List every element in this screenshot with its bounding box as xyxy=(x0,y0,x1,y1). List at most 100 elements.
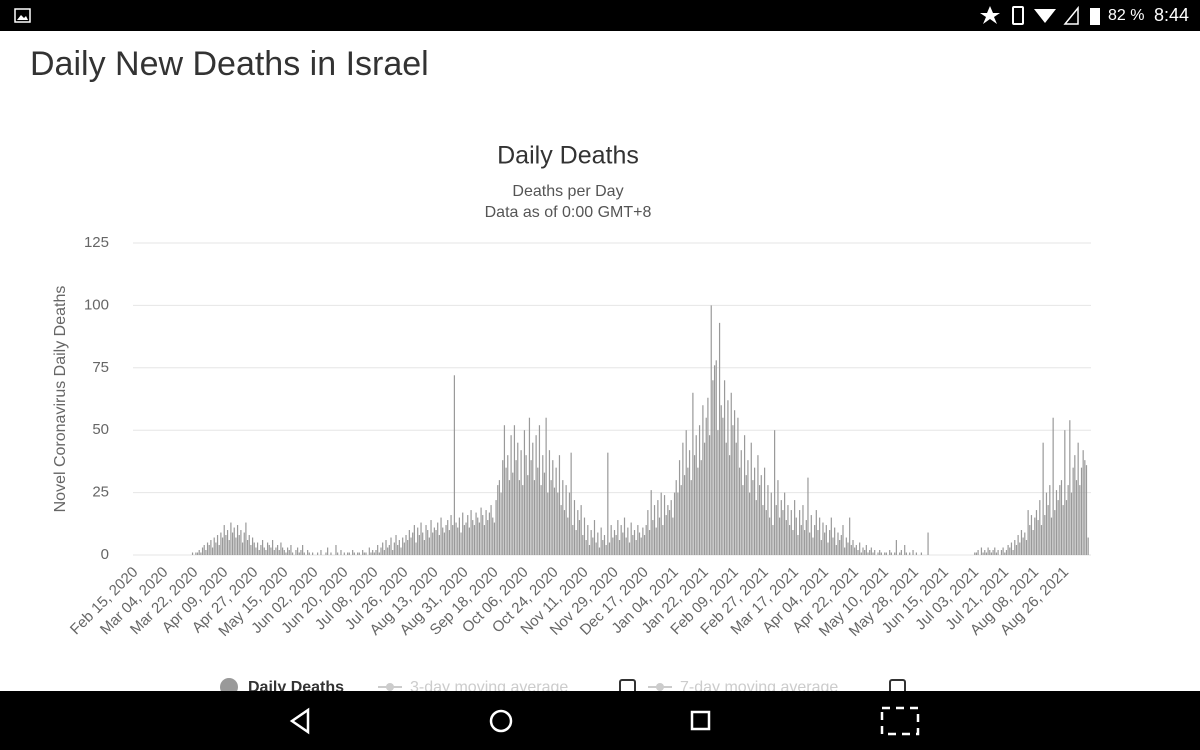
back-button[interactable] xyxy=(289,707,310,735)
bar xyxy=(373,552,375,555)
bar xyxy=(750,442,752,555)
bar xyxy=(815,510,817,555)
bar xyxy=(302,545,304,555)
bar xyxy=(693,455,696,555)
bar xyxy=(445,525,447,555)
bar xyxy=(290,545,292,555)
bar xyxy=(572,525,574,555)
bar xyxy=(889,550,891,555)
y-tick-label: 75 xyxy=(92,359,109,376)
bar xyxy=(215,542,217,555)
bar xyxy=(228,540,230,555)
bar xyxy=(490,505,492,555)
bar xyxy=(211,547,214,555)
bar xyxy=(834,527,836,555)
bar xyxy=(575,530,577,555)
bar xyxy=(1059,485,1061,555)
bar xyxy=(250,545,252,555)
bar xyxy=(557,492,559,555)
bar xyxy=(246,540,249,555)
bar xyxy=(1037,520,1039,555)
bar xyxy=(697,467,699,555)
bar xyxy=(705,417,707,555)
bar xyxy=(573,500,576,555)
bar xyxy=(251,537,254,555)
bar xyxy=(398,540,400,555)
bar xyxy=(762,505,764,555)
bar xyxy=(271,540,274,555)
bar xyxy=(240,530,242,555)
bar xyxy=(205,550,207,555)
bar xyxy=(899,552,901,555)
bar xyxy=(532,442,534,555)
bar xyxy=(253,542,255,555)
bar xyxy=(517,442,519,555)
bar xyxy=(560,505,562,555)
bar xyxy=(507,455,509,555)
bar xyxy=(525,455,527,555)
bar xyxy=(794,500,796,555)
bar xyxy=(1064,430,1066,555)
bar xyxy=(982,552,984,555)
bar xyxy=(512,472,514,555)
bar xyxy=(612,537,614,555)
bar xyxy=(1049,485,1051,555)
bar xyxy=(191,552,194,555)
bar xyxy=(475,512,477,555)
bar xyxy=(347,552,349,555)
bar xyxy=(527,475,529,555)
bar xyxy=(358,552,360,555)
bar xyxy=(243,532,245,555)
status-bar: 82 % 8:44 xyxy=(0,0,1200,31)
bar xyxy=(285,552,287,555)
bar xyxy=(643,535,646,555)
bar xyxy=(216,535,219,555)
bar xyxy=(617,520,619,555)
bar xyxy=(814,525,816,555)
bar xyxy=(620,525,622,555)
bar xyxy=(1014,540,1016,555)
bar xyxy=(303,552,305,555)
bar xyxy=(400,547,402,555)
bar xyxy=(974,552,976,555)
bar xyxy=(548,450,551,555)
bar xyxy=(1045,492,1048,555)
bar xyxy=(1030,515,1033,555)
bar xyxy=(493,522,496,555)
bar xyxy=(653,505,656,555)
bar xyxy=(652,520,654,555)
bar xyxy=(352,550,354,555)
bar xyxy=(447,520,449,555)
bar xyxy=(392,550,394,555)
bar xyxy=(712,380,714,555)
bar xyxy=(787,505,789,555)
bar xyxy=(362,550,364,555)
bar xyxy=(597,532,599,555)
bar xyxy=(1000,550,1003,555)
bar xyxy=(900,550,902,555)
home-button[interactable] xyxy=(489,709,513,733)
bar xyxy=(420,522,422,555)
bar xyxy=(770,492,772,555)
recents-button[interactable] xyxy=(690,710,711,731)
bar xyxy=(287,547,289,555)
bar xyxy=(353,552,355,555)
bar xyxy=(203,545,205,555)
screenshot-button[interactable] xyxy=(880,706,920,736)
bar xyxy=(680,485,682,555)
bar xyxy=(261,540,264,555)
bar xyxy=(623,517,626,555)
bar xyxy=(799,510,801,555)
bar xyxy=(307,550,309,555)
bar xyxy=(340,550,342,555)
bar xyxy=(552,460,554,555)
bar xyxy=(1032,530,1034,555)
bar xyxy=(292,552,294,555)
chart-title: Daily Deaths xyxy=(497,142,639,170)
bar xyxy=(1054,510,1056,555)
bar xyxy=(282,547,284,555)
bar xyxy=(1080,467,1083,555)
bar xyxy=(270,547,272,555)
bar xyxy=(667,505,669,555)
